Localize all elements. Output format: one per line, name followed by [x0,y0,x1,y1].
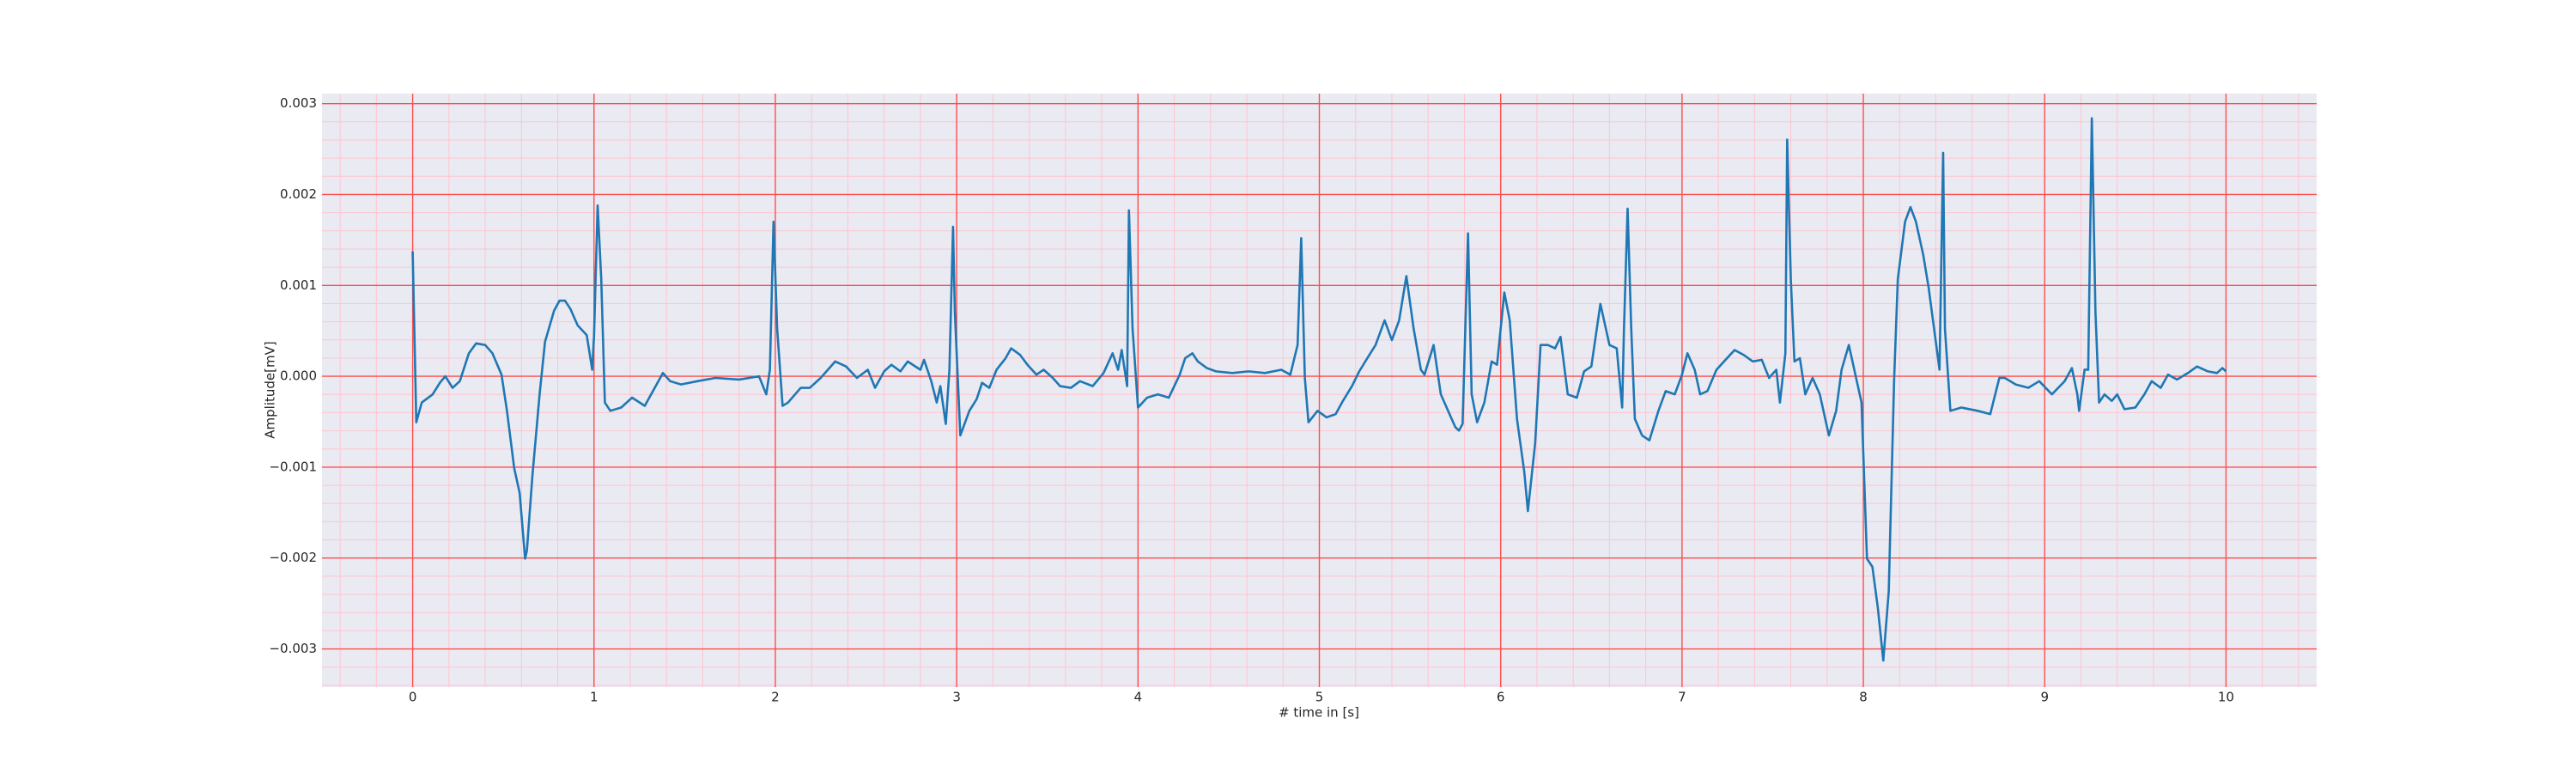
x-tick-label: 1 [590,690,598,705]
y-tick-label: −0.003 [269,641,317,656]
y-tick-label: 0.001 [280,277,317,293]
x-tick-label: 7 [1678,690,1686,705]
y-tick-label: 0.000 [280,368,317,384]
x-axis-label: # time in [s] [1279,705,1359,721]
x-tick-label: 9 [2040,690,2049,705]
x-tick-label: 10 [2218,690,2234,705]
x-tick-label: 0 [409,690,417,705]
y-tick-label: 0.003 [280,95,317,111]
signal-line [411,117,2227,662]
x-tick-label: 5 [1315,690,1324,705]
y-tick-label: −0.001 [269,459,317,474]
y-tick-label: 0.002 [280,186,317,202]
x-tick-label: 4 [1134,690,1143,705]
x-tick-label: 3 [952,690,961,705]
y-axis-label: Amplitude[mV] [263,341,278,438]
x-tick-label: 2 [771,690,780,705]
x-tick-label: 8 [1859,690,1868,705]
x-tick-label: 6 [1497,690,1505,705]
y-tick-label: −0.002 [269,550,317,565]
